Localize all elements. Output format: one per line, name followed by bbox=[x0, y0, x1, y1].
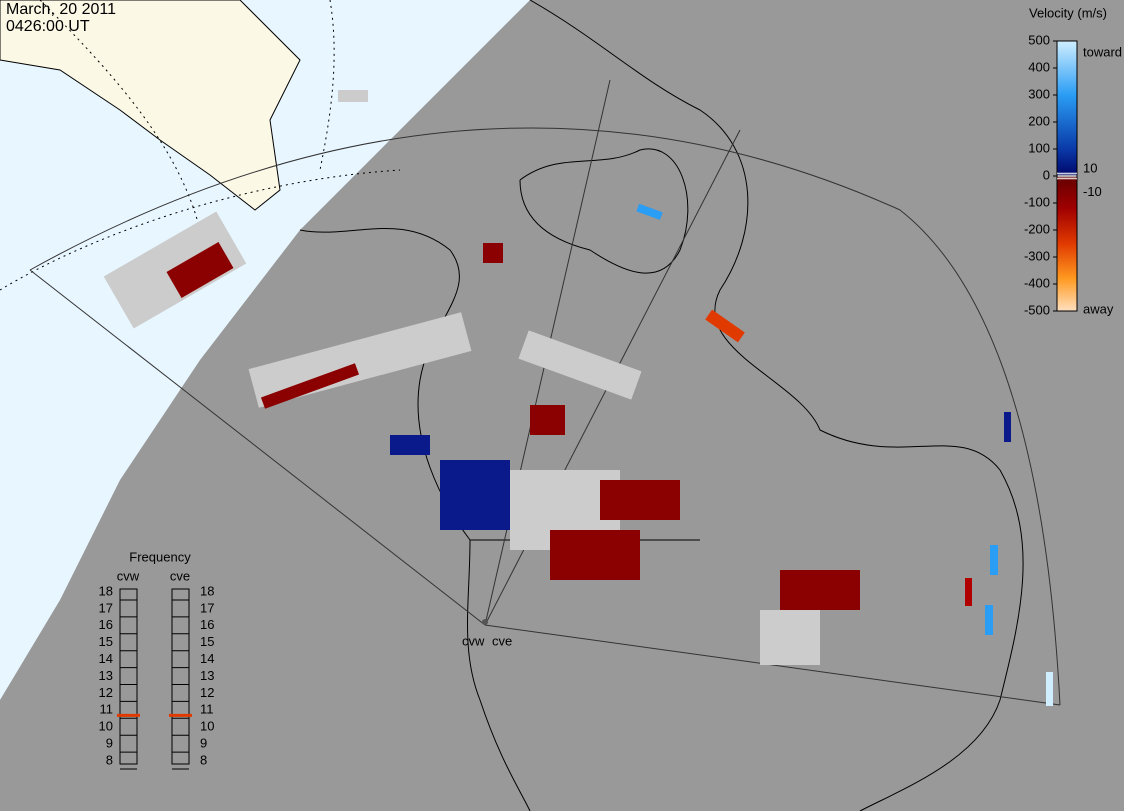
frequency-tick-label: 14 bbox=[200, 651, 214, 666]
velocity-tick-label: 300 bbox=[1028, 86, 1050, 101]
velocity-colorbar bbox=[1056, 40, 1078, 312]
frequency-tick-label: 11 bbox=[100, 702, 114, 717]
velocity-tick-label: -500 bbox=[1024, 302, 1050, 317]
frequency-tick-label: 18 bbox=[200, 583, 214, 598]
velocity-tick-label: -100 bbox=[1024, 194, 1050, 209]
sunlit-region bbox=[0, 0, 530, 700]
land-alaska bbox=[0, 0, 301, 211]
frequency-tick-label: 8 bbox=[106, 752, 113, 767]
velocity-title: Velocity (m/s) bbox=[1029, 5, 1107, 20]
frequency-column bbox=[171, 588, 190, 765]
frequency-tick-label: 17 bbox=[200, 600, 214, 615]
velocity-tick-label: 500 bbox=[1028, 32, 1050, 47]
radar-label: cvw bbox=[462, 633, 485, 648]
frequency-radar-name: cvw bbox=[117, 568, 140, 583]
frequency-tick-label: 15 bbox=[99, 634, 113, 649]
velocity-tick-label: -300 bbox=[1024, 248, 1050, 263]
radar-cells bbox=[103, 90, 1053, 706]
velocity-tick-label: -400 bbox=[1024, 275, 1050, 290]
frequency-tick-label: 10 bbox=[200, 719, 214, 734]
frequency-tick-label: 18 bbox=[99, 583, 113, 598]
velocity-tick-label: 400 bbox=[1028, 59, 1050, 74]
velocity-tick-label: 200 bbox=[1028, 113, 1050, 128]
velocity-tick-label: 10 bbox=[1083, 161, 1097, 176]
frequency-column bbox=[119, 588, 138, 765]
velocity-tick-label: -10 bbox=[1083, 184, 1102, 199]
radar-label: cve bbox=[492, 633, 512, 648]
frequency-tick-label: 15 bbox=[200, 634, 214, 649]
frequency-tick-label: 10 bbox=[99, 719, 113, 734]
frequency-tick-label: 8 bbox=[200, 752, 207, 767]
latitude-grid bbox=[0, 0, 401, 291]
frequency-tick-label: 14 bbox=[99, 651, 113, 666]
frequency-tick-label: 12 bbox=[200, 685, 214, 700]
toward-label: toward bbox=[1083, 44, 1122, 59]
velocity-tick-label: 0 bbox=[1043, 167, 1050, 182]
frequency-tick-label: 16 bbox=[200, 617, 214, 632]
velocity-tick-label: 100 bbox=[1028, 140, 1050, 155]
radar-site bbox=[482, 619, 488, 625]
away-label: away bbox=[1083, 301, 1114, 316]
frequency-tick-label: 11 bbox=[200, 702, 214, 717]
frequency-tick-label: 17 bbox=[99, 600, 113, 615]
frequency-tick-label: 9 bbox=[106, 736, 113, 751]
frequency-title: Frequency bbox=[129, 549, 191, 564]
velocity-tick-label: -200 bbox=[1024, 221, 1050, 236]
frequency-tick-label: 9 bbox=[200, 736, 207, 751]
frequency-tick-label: 16 bbox=[99, 617, 113, 632]
date: March, 20 2011 bbox=[6, 1, 116, 18]
frequency-tick-label: 13 bbox=[99, 668, 113, 683]
frequency-radar-name: cve bbox=[170, 568, 190, 583]
time: 0426:00 UT bbox=[6, 18, 90, 35]
frequency-tick-label: 12 bbox=[99, 685, 113, 700]
frequency-tick-label: 13 bbox=[200, 668, 214, 683]
